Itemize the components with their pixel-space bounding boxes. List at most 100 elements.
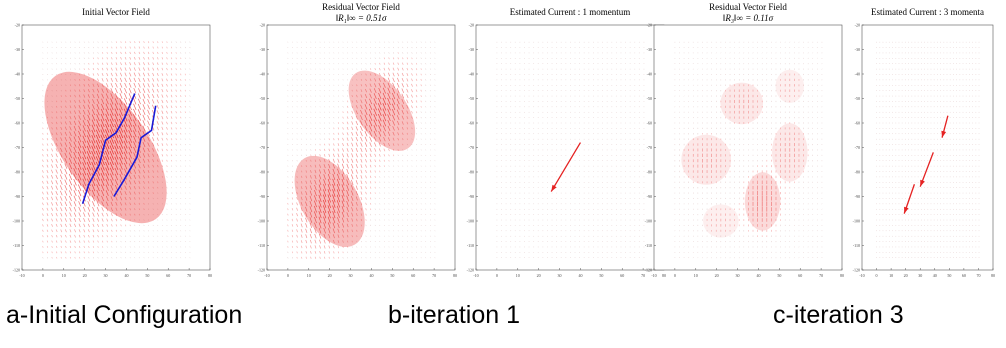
y-tick-label: -40 (647, 72, 652, 77)
y-tick-label: -100 (258, 219, 265, 224)
x-tick-label: 60 (620, 273, 624, 278)
x-tick-label: 0 (876, 273, 878, 278)
x-tick-label: 60 (166, 273, 170, 278)
x-tick-label: 10 (307, 273, 311, 278)
y-tick-label: -20 (15, 23, 20, 28)
x-tick-label: 0 (287, 273, 289, 278)
x-tick-label: 60 (962, 273, 966, 278)
x-tick-label: 0 (42, 273, 44, 278)
y-tick-label: -70 (469, 145, 474, 150)
y-tick-label: -20 (647, 23, 652, 28)
y-tick-label: -110 (853, 243, 860, 248)
y-tick-label: -40 (15, 72, 20, 77)
y-tick-label: -40 (469, 72, 474, 77)
y-tick-label: -60 (855, 121, 860, 126)
y-tick-label: -20 (855, 23, 860, 28)
plot-frame (476, 25, 664, 270)
x-tick-label: 60 (798, 273, 802, 278)
y-tick-label: -30 (855, 47, 860, 52)
y-tick-label: -80 (15, 170, 20, 175)
y-tick-label: -90 (15, 194, 20, 199)
x-tick-label: -10 (859, 273, 864, 278)
x-tick-label: 0 (496, 273, 498, 278)
y-tick-label: -90 (855, 194, 860, 199)
y-tick-label: -100 (645, 219, 652, 224)
x-tick-label: 40 (578, 273, 582, 278)
panel-title: Residual Vector Field (709, 2, 787, 12)
y-tick-label: -30 (260, 47, 265, 52)
x-tick-label: 70 (976, 273, 980, 278)
x-tick-label: 80 (453, 273, 457, 278)
y-tick-label: -80 (260, 170, 265, 175)
x-tick-label: 10 (62, 273, 66, 278)
x-tick-label: 50 (599, 273, 603, 278)
field-blob (745, 172, 781, 230)
plot-frame (862, 25, 993, 270)
y-tick-label: -30 (15, 47, 20, 52)
panel-subtitle: ‖R₃‖∞ = 0.11σ (723, 13, 774, 23)
field-blob (703, 204, 739, 237)
x-tick-label: 10 (694, 273, 698, 278)
y-tick-label: -120 (853, 268, 860, 273)
caption-c: c-iteration 3 (773, 301, 904, 330)
caption-b: b-iteration 1 (388, 301, 520, 330)
y-tick-label: -30 (647, 47, 652, 52)
field-blob (772, 123, 808, 181)
x-tick-label: -10 (19, 273, 24, 278)
y-tick-label: -70 (647, 145, 652, 150)
y-tick-label: -70 (15, 145, 20, 150)
panel-title: Estimated Current : 3 momenta (871, 7, 984, 17)
field-blob (776, 70, 804, 103)
x-tick-label: 80 (208, 273, 212, 278)
x-tick-label: 50 (145, 273, 149, 278)
panel-title: Estimated Current : 1 momentum (510, 7, 630, 17)
x-tick-label: 60 (411, 273, 415, 278)
field-blob (720, 83, 763, 125)
x-tick-label: 30 (104, 273, 108, 278)
y-tick-label: -40 (855, 72, 860, 77)
x-tick-label: 70 (641, 273, 645, 278)
y-tick-label: -110 (13, 243, 20, 248)
x-tick-label: 20 (904, 273, 908, 278)
x-tick-label: 80 (991, 273, 995, 278)
x-tick-label: 0 (674, 273, 676, 278)
x-tick-label: 40 (756, 273, 760, 278)
x-tick-label: 30 (349, 273, 353, 278)
x-tick-label: 50 (777, 273, 781, 278)
x-tick-label: 20 (83, 273, 87, 278)
x-tick-label: 10 (516, 273, 520, 278)
y-tick-label: -20 (260, 23, 265, 28)
y-tick-label: -60 (647, 121, 652, 126)
y-tick-label: -80 (855, 170, 860, 175)
y-tick-label: -60 (15, 121, 20, 126)
panel-subtitle: ‖R₁‖∞ = 0.51σ (336, 13, 387, 23)
x-tick-label: 40 (369, 273, 373, 278)
y-tick-label: -120 (258, 268, 265, 273)
y-tick-label: -30 (469, 47, 474, 52)
x-tick-label: 50 (947, 273, 951, 278)
y-tick-label: -50 (260, 96, 265, 101)
x-tick-label: 80 (840, 273, 844, 278)
x-tick-label: 40 (124, 273, 128, 278)
plot-frame (654, 25, 842, 270)
x-tick-label: 30 (736, 273, 740, 278)
x-tick-label: -10 (473, 273, 478, 278)
caption-a: a-Initial Configuration (6, 301, 242, 330)
x-tick-label: 20 (328, 273, 332, 278)
x-tick-label: 70 (432, 273, 436, 278)
y-tick-label: -50 (469, 96, 474, 101)
x-tick-label: 70 (819, 273, 823, 278)
y-tick-label: -110 (645, 243, 652, 248)
y-tick-label: -120 (13, 268, 20, 273)
y-tick-label: -70 (855, 145, 860, 150)
panel-title: Initial Vector Field (82, 7, 150, 17)
y-tick-label: -90 (469, 194, 474, 199)
x-tick-label: -10 (651, 273, 656, 278)
x-tick-label: 20 (537, 273, 541, 278)
y-tick-label: -20 (469, 23, 474, 28)
